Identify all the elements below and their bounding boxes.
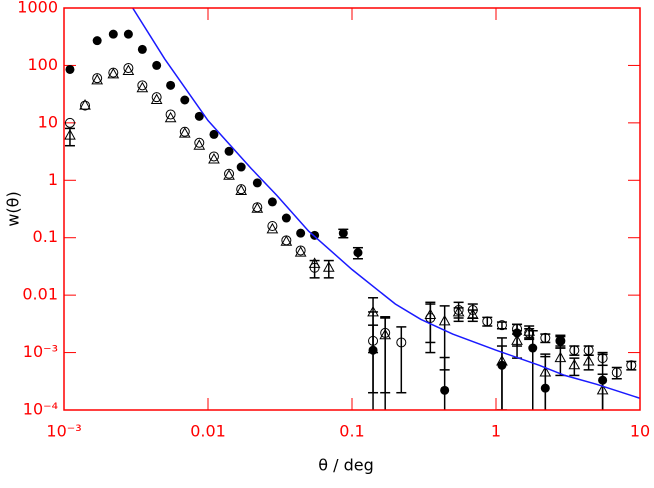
point	[396, 337, 407, 348]
y-tick-label: 10⁻⁴	[23, 400, 58, 419]
point	[267, 197, 277, 207]
point	[322, 261, 335, 272]
point	[539, 365, 552, 377]
plot-frame	[63, 7, 641, 411]
point	[208, 152, 220, 164]
point	[424, 308, 437, 320]
point	[123, 63, 134, 74]
point	[91, 73, 104, 85]
point	[308, 257, 321, 268]
point	[252, 178, 262, 188]
point	[626, 360, 637, 371]
point	[496, 320, 507, 331]
y-tick-label: 1	[48, 170, 58, 189]
point	[569, 345, 580, 356]
y-tick-label: 0.1	[33, 227, 58, 246]
x-tick-label: 10⁻³	[46, 422, 81, 441]
point	[122, 64, 135, 75]
point	[596, 383, 609, 395]
point	[281, 213, 291, 223]
point	[251, 202, 264, 213]
point	[208, 151, 219, 162]
y-tick-label: 10⁻³	[23, 342, 58, 361]
point	[137, 80, 148, 91]
point	[466, 308, 479, 320]
point	[452, 305, 465, 317]
point	[236, 162, 246, 172]
point	[267, 220, 278, 231]
point	[166, 80, 176, 90]
point	[64, 117, 75, 128]
point	[379, 328, 392, 340]
point	[107, 67, 120, 79]
point	[108, 29, 118, 39]
x-tick-label: 10	[630, 422, 650, 441]
point	[582, 354, 595, 366]
point	[209, 129, 219, 139]
x-tick-label: 0.01	[190, 422, 226, 441]
point	[496, 354, 508, 366]
point	[482, 316, 493, 327]
plot-area	[64, 8, 640, 410]
point	[597, 353, 608, 364]
point	[555, 335, 566, 346]
point	[152, 60, 162, 70]
point	[266, 222, 279, 234]
point	[438, 314, 451, 326]
point	[523, 325, 536, 336]
point	[178, 127, 191, 138]
y-axis-title: w(θ)	[4, 191, 23, 226]
point	[295, 245, 306, 256]
point	[123, 29, 133, 39]
point	[554, 351, 567, 363]
point	[568, 358, 581, 370]
point	[194, 137, 205, 148]
y-tick-label: 0.01	[22, 285, 58, 304]
point	[338, 228, 348, 238]
point	[280, 235, 293, 246]
point	[296, 228, 306, 238]
y-tick-label: 10	[38, 112, 58, 131]
point	[224, 146, 234, 156]
point	[528, 343, 538, 353]
point	[235, 184, 248, 196]
point	[150, 93, 163, 105]
x-tick-label: 1	[491, 422, 501, 441]
point	[353, 248, 363, 258]
point	[193, 139, 206, 150]
point	[79, 99, 91, 110]
point	[194, 111, 204, 121]
point	[92, 36, 102, 46]
point	[165, 109, 176, 120]
point	[151, 92, 162, 103]
point	[64, 129, 76, 140]
point	[540, 332, 551, 343]
x-tick-label: 0.1	[339, 422, 364, 441]
point	[511, 334, 523, 345]
point	[92, 73, 103, 84]
point	[440, 385, 450, 395]
point	[137, 44, 147, 54]
point	[65, 64, 75, 74]
point	[611, 367, 622, 378]
point	[180, 95, 190, 105]
point	[223, 169, 235, 180]
x-axis-title: θ / deg	[318, 456, 374, 475]
y-tick-label: 1000	[17, 0, 58, 17]
point	[136, 81, 149, 93]
point	[164, 111, 177, 123]
model-line	[132, 8, 640, 400]
point	[294, 246, 307, 257]
y-tick-label: 100	[27, 55, 58, 74]
point	[367, 305, 379, 317]
